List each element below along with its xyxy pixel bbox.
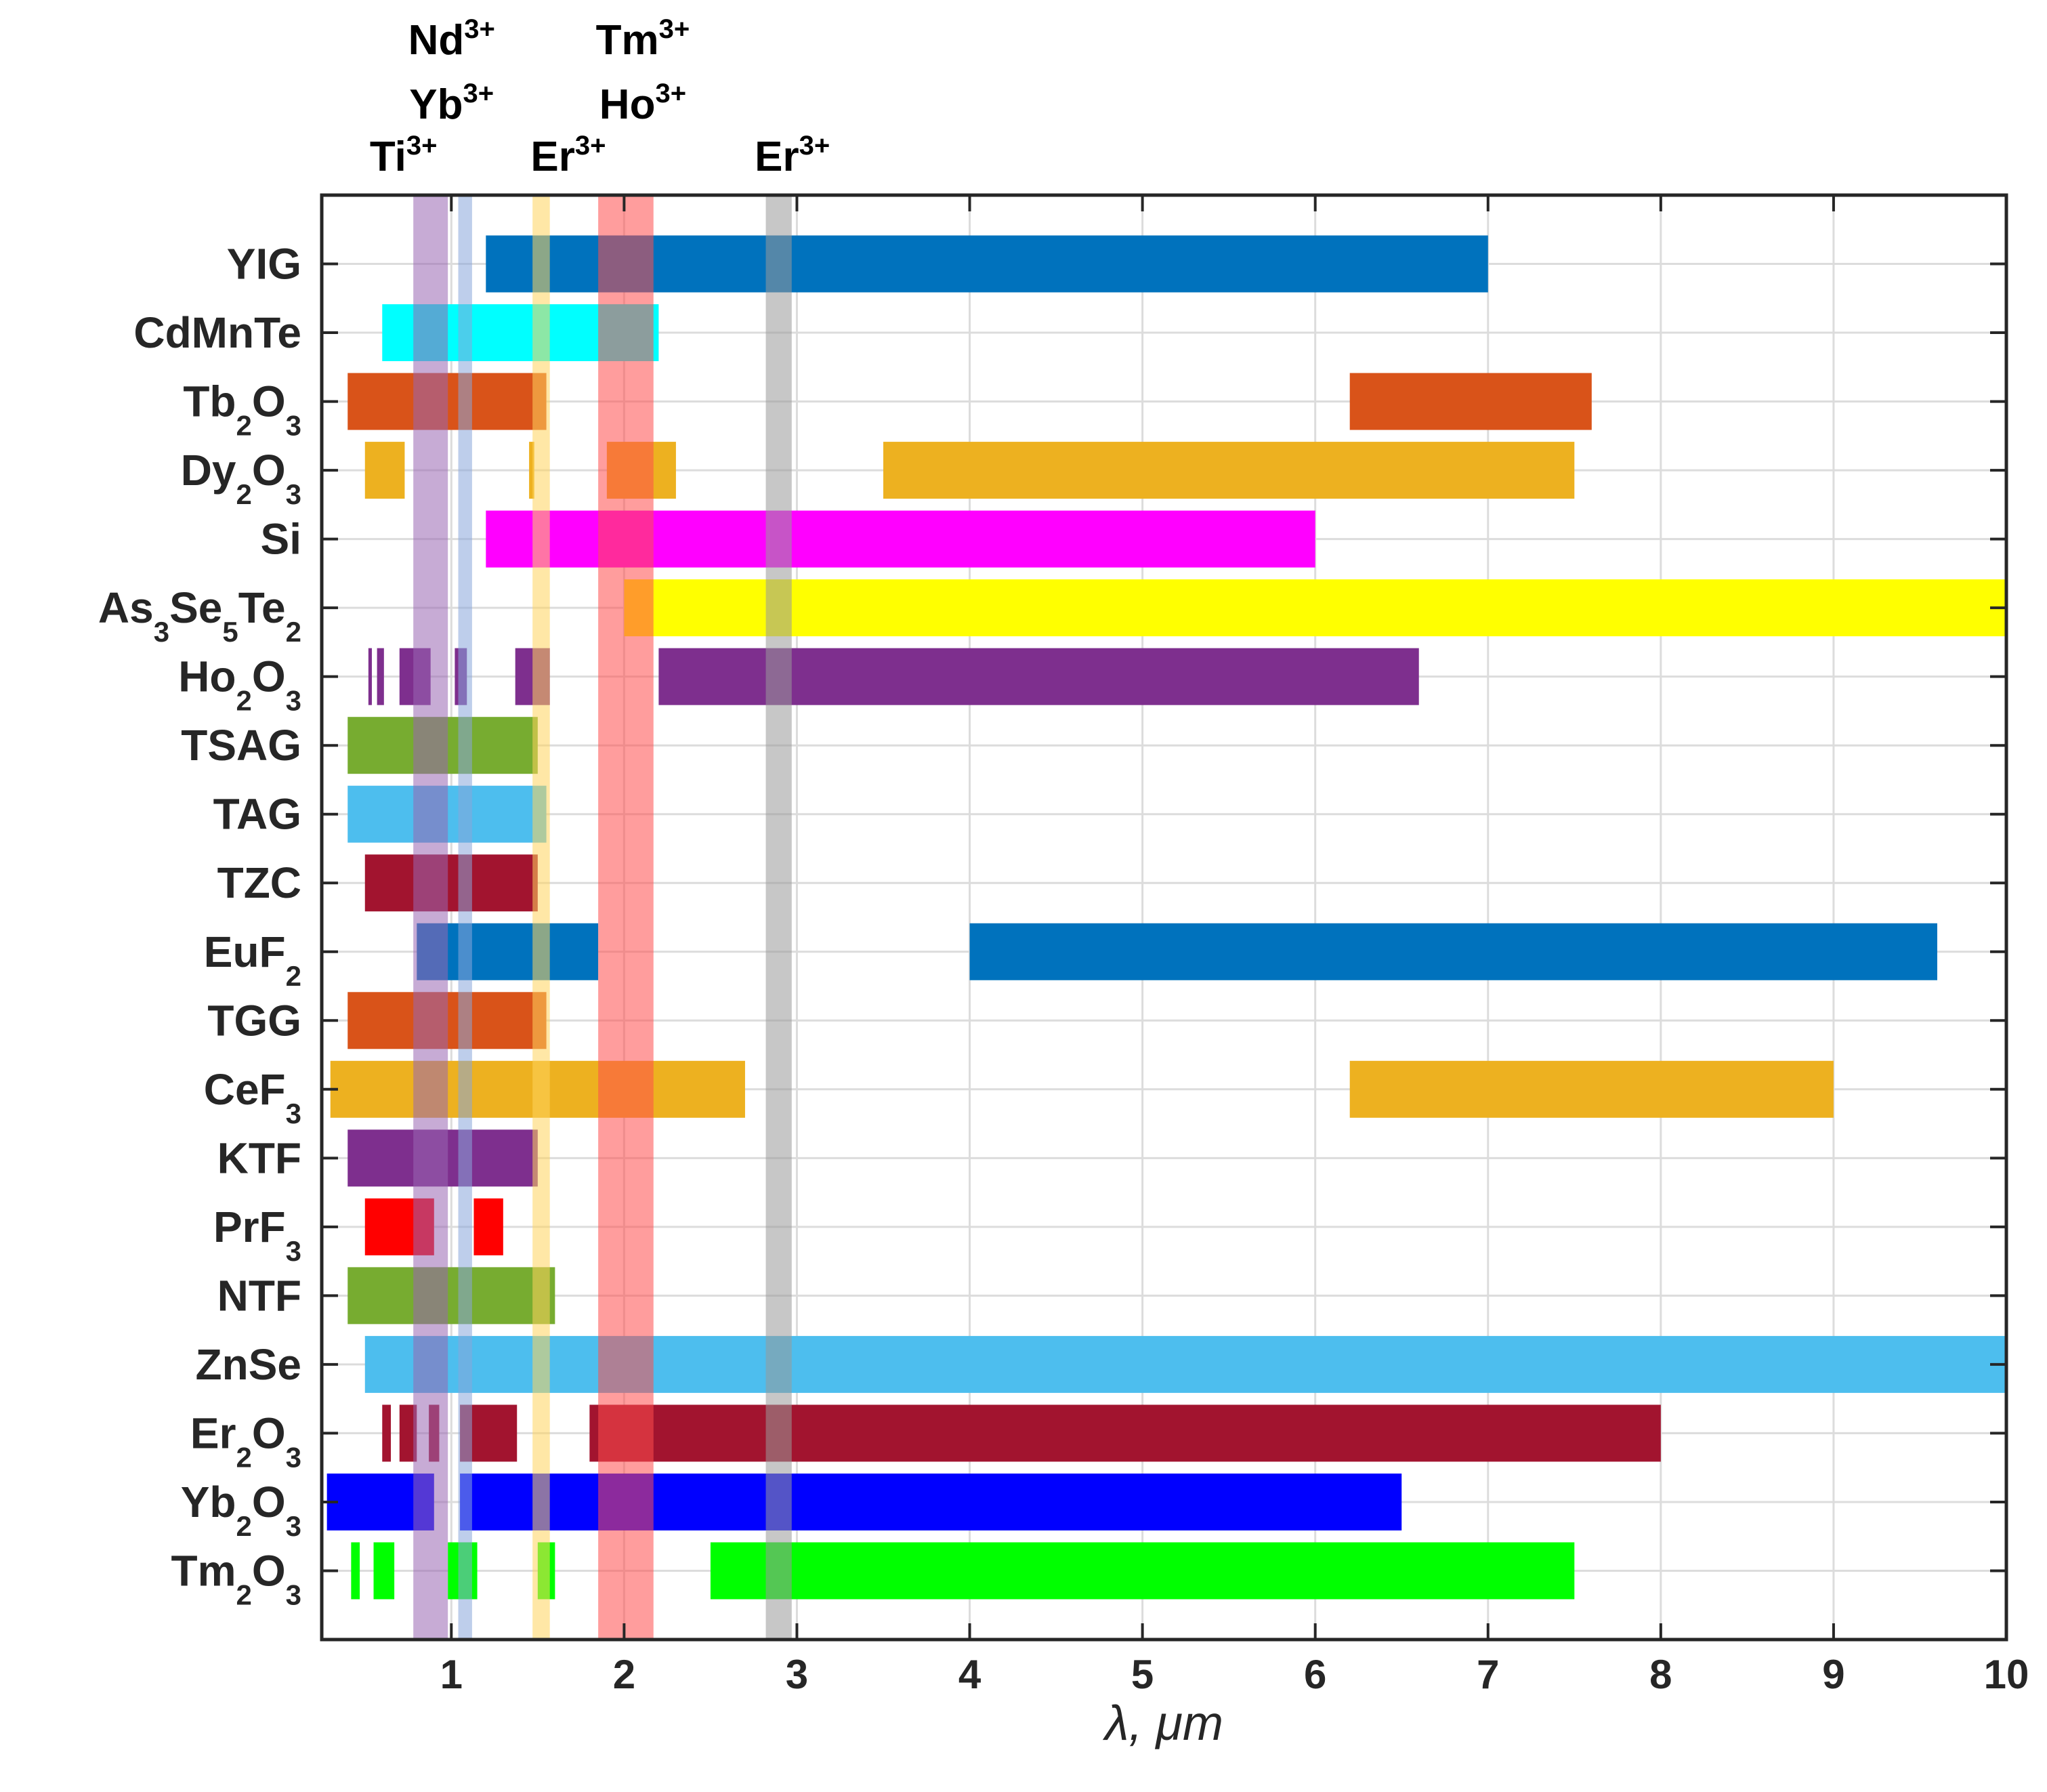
ion-label-er: Er3+ <box>755 131 830 180</box>
bar-dy2o3 <box>529 442 534 499</box>
x-tick-label: 2 <box>613 1652 635 1697</box>
ion-band-labels: Ti3+Yb3+Nd3+Er3+Ho3+Tm3+Er3+ <box>370 14 830 180</box>
band-tm-1.85-2.17 <box>598 195 654 1640</box>
category-label: EuF2 <box>204 928 301 992</box>
ion-label-nd: Nd3+ <box>408 14 495 64</box>
band-er-1.47-1.57 <box>532 195 550 1640</box>
category-label: Tm2O3 <box>171 1546 302 1610</box>
category-label: TZC <box>217 858 301 907</box>
ion-label-ho: Ho3+ <box>599 79 686 128</box>
band-er-2.82-2.97 <box>765 195 792 1640</box>
category-label: TAG <box>213 790 301 839</box>
band-nd-1.04-1.12 <box>458 195 472 1640</box>
category-label: CeF3 <box>204 1065 301 1129</box>
bar-ho2o3 <box>368 648 372 705</box>
bar-tm2o3 <box>710 1542 1575 1600</box>
category-label: CdMnTe <box>133 308 301 357</box>
category-label: YIG <box>227 240 301 289</box>
category-label: Si <box>261 515 301 564</box>
bar-as3se5te2 <box>624 579 2006 637</box>
bar-cef3 <box>1349 1060 1834 1118</box>
ion-label-tm: Tm3+ <box>596 14 690 64</box>
category-label: Dy2O3 <box>181 446 301 510</box>
x-tick-label: 10 <box>1984 1652 2029 1697</box>
category-label: Ho2O3 <box>178 652 301 717</box>
x-tick-label: 6 <box>1304 1652 1326 1697</box>
category-label: ZnSe <box>196 1340 301 1389</box>
bar-tzc <box>364 854 538 912</box>
x-tick-labels: 1 2 3 4 5 6 7 8 9 10 <box>440 1652 2029 1697</box>
band-ti-0.78-0.98 <box>413 195 448 1640</box>
x-axis-label: λ, μm <box>1102 1696 1223 1751</box>
x-tick-label: 4 <box>958 1652 982 1697</box>
axes-box <box>320 193 2008 1642</box>
x-tick-label: 9 <box>1822 1652 1844 1697</box>
category-label: Er2O3 <box>190 1409 301 1473</box>
bar-dy2o3 <box>883 442 1575 499</box>
category-label: TSAG <box>181 721 301 770</box>
bar-euf2 <box>969 923 1937 980</box>
x-tick-label: 8 <box>1649 1652 1672 1697</box>
bar-tm2o3 <box>351 1542 360 1600</box>
category-label: TGG <box>207 996 301 1045</box>
bar-er2o3 <box>382 1404 392 1462</box>
x-tick-label: 5 <box>1131 1652 1154 1697</box>
bar-ho2o3 <box>377 648 384 705</box>
ion-label-ti: Ti3+ <box>370 131 438 180</box>
category-label: KTF <box>217 1133 301 1182</box>
bar-prf3 <box>473 1198 503 1255</box>
bar-dy2o3 <box>364 442 405 499</box>
category-label: NTF <box>217 1271 301 1320</box>
bar-tb2o3 <box>1349 373 1592 430</box>
ion-label-yb: Yb3+ <box>409 79 494 128</box>
bar-er2o3 <box>589 1404 1661 1462</box>
x-tick-label: 7 <box>1477 1652 1499 1697</box>
axes <box>320 193 2008 1642</box>
category-label: Yb2O3 <box>181 1478 301 1542</box>
bar-tm2o3 <box>373 1542 395 1600</box>
x-tick-label: 3 <box>786 1652 808 1697</box>
category-label: PrF3 <box>213 1203 301 1267</box>
category-label: Tb2O3 <box>183 377 301 442</box>
x-tick-label: 1 <box>440 1652 463 1697</box>
category-label: As3Se5Te2 <box>98 583 301 648</box>
bar-ntf <box>347 1267 555 1325</box>
ion-label-er: Er3+ <box>530 131 606 180</box>
ion-bands <box>413 195 792 1640</box>
